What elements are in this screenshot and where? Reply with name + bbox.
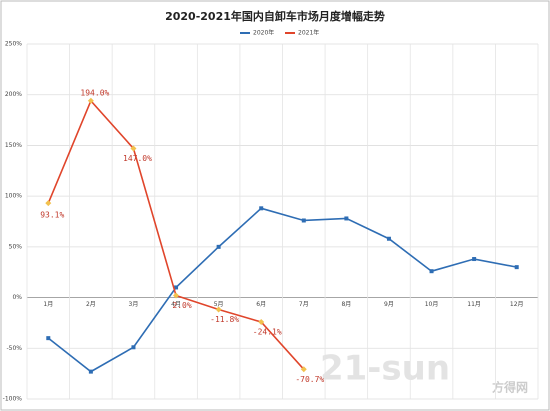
point	[215, 306, 222, 313]
point	[472, 257, 477, 262]
y-tick-label: -50%	[6, 345, 22, 352]
y-tick-label: 50%	[9, 243, 23, 250]
point	[429, 269, 434, 274]
x-tick-label: 2月	[86, 301, 96, 308]
point	[131, 345, 136, 350]
point	[173, 292, 180, 299]
point	[88, 369, 93, 374]
data-label: 93.1%	[40, 211, 64, 220]
point	[386, 236, 391, 241]
point	[174, 285, 179, 290]
x-tick-label: 9月	[384, 301, 394, 308]
y-tick-label: 250%	[5, 41, 22, 48]
x-tick-label: 4月	[171, 301, 181, 308]
data-label: 147.0%	[123, 154, 152, 163]
y-tick-label: -100%	[3, 396, 23, 403]
x-tick-label: 8月	[341, 301, 351, 308]
point	[45, 200, 52, 207]
data-label: 194.0%	[80, 88, 109, 97]
x-tick-label: 10月	[425, 301, 439, 308]
point	[301, 218, 306, 223]
y-tick-label: 100%	[5, 193, 22, 200]
legend-label: 2021年	[298, 29, 319, 37]
chart-title: 2020-2021年国内自卸车市场月度增幅走势	[165, 9, 385, 23]
x-tick-label: 5月	[214, 301, 224, 308]
legend-label: 2020年	[253, 29, 274, 37]
point	[300, 366, 307, 373]
data-label: -11.8%	[210, 315, 239, 324]
x-tick-label: 12月	[510, 301, 524, 308]
point	[344, 216, 349, 221]
x-tick-label: 7月	[299, 301, 309, 308]
y-tick-label: 200%	[5, 91, 22, 98]
y-tick-label: 0%	[12, 294, 22, 301]
x-tick-label: 6月	[256, 301, 266, 308]
point	[87, 97, 94, 104]
point	[258, 319, 265, 326]
x-tick-label: 1月	[43, 301, 53, 308]
data-label: 2.0%	[172, 301, 191, 310]
x-tick-label: 11月	[467, 301, 481, 308]
data-label: -24.1%	[253, 328, 282, 337]
data-label: -70.7%	[295, 375, 324, 384]
watermark: 方得网	[492, 380, 528, 395]
point	[259, 206, 264, 211]
point	[130, 145, 137, 152]
point	[216, 244, 221, 249]
point	[514, 265, 519, 270]
y-tick-label: 150%	[5, 142, 22, 149]
series-line	[47, 207, 517, 373]
x-tick-label: 3月	[129, 301, 139, 308]
watermark: 21-sun	[320, 349, 450, 389]
point	[46, 336, 51, 341]
